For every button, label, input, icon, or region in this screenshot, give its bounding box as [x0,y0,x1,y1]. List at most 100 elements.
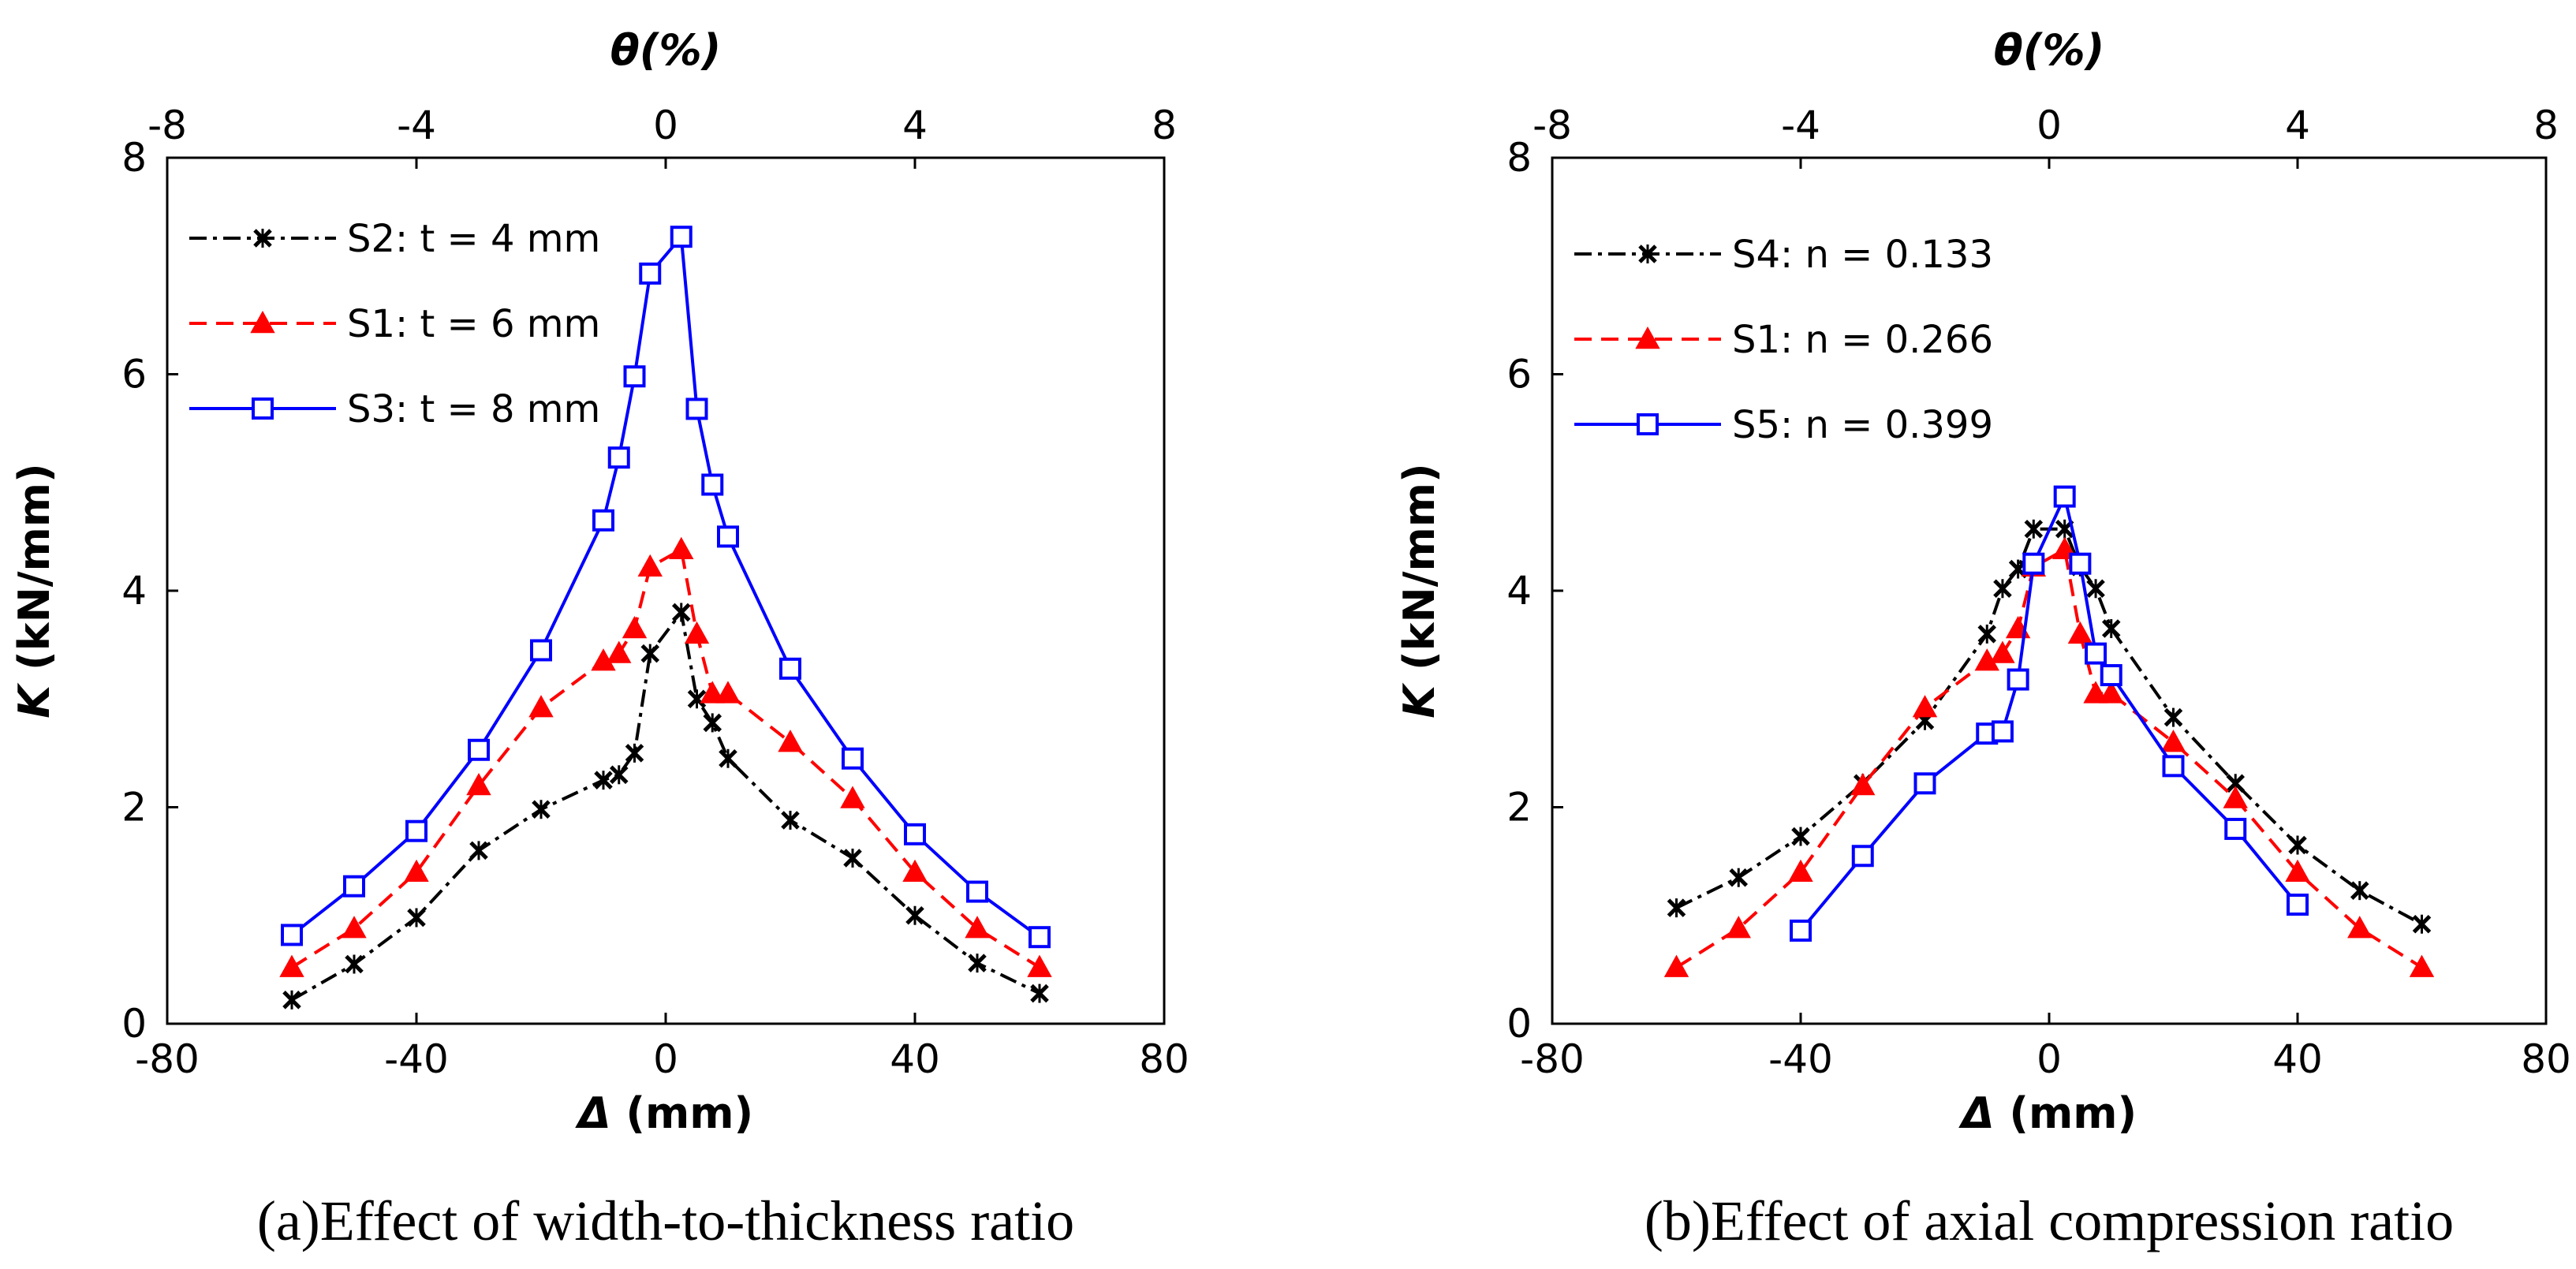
x-axis-title-a: Δ (mm) [575,1088,754,1138]
legend-label-a-1: S1: t = 6 mm [347,302,600,346]
top-x-tick-label-a-4: 8 [1152,103,1177,148]
data-point-a-2-16 [966,880,988,903]
legend-marker-b-0 [1638,244,1657,263]
legend-label-b-0: S4: n = 0.133 [1732,233,1993,277]
top-x-tick-label-b-2: 0 [2037,103,2062,148]
data-point-b-2-11 [2162,755,2185,778]
series-line-a-1 [290,547,1041,969]
data-point-a-2-0 [281,924,303,946]
data-point-a-0-12 [719,748,737,768]
data-point-a-1-13 [778,730,803,752]
top-x-axis-title-b: θ(%) [1994,25,2105,75]
y-tick-label-b-4: 8 [1506,135,1532,181]
data-point-a-0-16 [968,954,987,973]
data-point-a-2-5 [592,509,614,532]
data-point-b-1-12 [2099,681,2124,704]
data-point-b-0-12 [2101,619,2121,639]
y-tick-label-b-1: 2 [1506,785,1532,830]
x-axis-title-a-symbol: Δ [575,1088,611,1138]
series-b-s4-n-0-133 [1667,519,2432,934]
y-axis-title-b-symbol: K [1394,682,1444,718]
data-point-a-0-11 [703,713,722,733]
data-point-a-2-10 [685,397,708,420]
data-point-a-2-14 [842,747,864,770]
data-point-a-0-7 [625,743,644,763]
legend-label-a-2: S3: t = 8 mm [347,387,600,431]
data-point-a-1-4 [528,695,554,718]
data-point-a-0-5 [594,771,613,790]
data-point-a-0-14 [843,849,862,868]
data-point-b-1-3 [1850,772,1876,796]
data-point-b-0-8 [2024,519,2044,539]
y-tick-label-b-2: 4 [1506,568,1532,614]
data-point-b-2-13 [2287,894,2309,916]
legend-marker-a-1 [250,310,275,334]
data-point-a-1-1 [342,916,367,939]
data-point-b-2-2 [1913,772,1936,795]
data-point-b-2-1 [1851,845,1874,868]
series-line-b-2 [1799,495,2299,932]
series-line-b-1 [1675,547,2423,969]
x-tick-label-a-2: 0 [653,1036,678,1082]
data-point-b-1-11 [2083,681,2108,704]
series-a-s3-t-8-mm [281,226,1051,949]
y-axis-title-b: K (kN/mm) [1394,463,1444,718]
data-point-b-0-0 [1667,898,1686,918]
data-point-a-1-8 [637,554,663,577]
top-x-tick-label-b-3: 4 [2285,103,2310,148]
data-point-a-2-9 [670,226,693,248]
legend-marker-a-0 [253,229,272,248]
data-point-a-2-2 [405,819,427,842]
data-point-a-1-15 [902,859,928,883]
data-point-a-0-1 [345,954,364,974]
data-point-b-1-1 [1726,916,1751,939]
series-b-s5-n-0-399 [1790,485,2309,942]
data-point-a-1-17 [1027,954,1052,977]
data-point-b-0-13 [2163,707,2183,727]
y-axis-title-a: K (kN/mm) [9,463,59,718]
data-point-b-1-15 [2285,859,2310,883]
x-tick-label-b-1: -40 [1768,1036,1833,1082]
data-point-a-1-6 [607,640,632,663]
data-point-a-2-8 [639,262,662,285]
x-axis-title-b-rest: (mm) [1995,1088,2137,1138]
y-tick-label-b-0: 0 [1506,1001,1532,1047]
data-point-b-1-13 [2160,730,2186,752]
data-point-a-0-13 [781,810,800,830]
data-point-a-1-14 [840,786,865,808]
data-point-a-0-3 [469,841,488,860]
data-point-a-1-16 [965,916,990,939]
data-point-a-0-4 [532,800,551,819]
data-point-a-2-3 [468,738,490,761]
data-point-a-0-15 [905,905,924,925]
data-point-a-2-12 [717,525,739,548]
legend-marker-a-2 [252,397,274,420]
data-point-b-0-11 [2086,579,2105,599]
top-x-tick-label-a-3: 4 [902,103,928,148]
data-point-b-2-4 [1991,720,2014,743]
data-point-b-0-15 [2288,835,2307,855]
x-axis-title-b: Δ (mm) [1958,1088,2137,1138]
data-point-a-1-10 [684,621,710,644]
y-axis-title-b-rest: (kN/mm) [1394,463,1444,685]
data-point-a-2-15 [904,823,926,845]
series-a-s2-t-4-mm [282,603,1049,1010]
data-point-b-1-2 [1788,859,1813,883]
data-point-b-2-5 [2007,668,2029,691]
data-point-b-0-17 [2412,914,2432,934]
data-point-a-1-9 [669,536,694,560]
top-x-tick-label-b-0: -8 [1533,103,1572,148]
data-point-b-1-6 [1990,640,2015,663]
data-point-b-1-14 [2223,786,2248,808]
data-point-a-2-6 [607,446,630,469]
data-point-a-1-12 [715,681,741,704]
data-point-a-1-11 [700,681,725,704]
data-point-a-0-0 [282,990,301,1010]
data-point-b-2-10 [2100,664,2122,687]
data-point-a-0-10 [687,689,707,709]
data-point-b-0-2 [1791,827,1810,846]
legend-label-b-1: S1: n = 0.266 [1732,318,1993,362]
series-b-s1-n-0-266 [1663,536,2435,977]
